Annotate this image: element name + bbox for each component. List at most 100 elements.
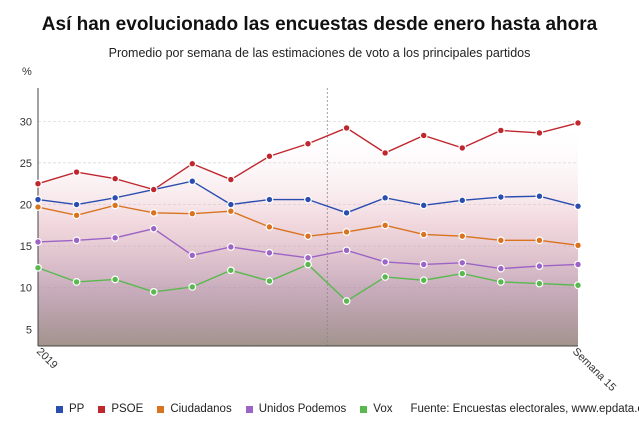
y-axis-label: % bbox=[22, 66, 32, 78]
data-point-vox[interactable] bbox=[34, 263, 42, 272]
legend-item-vox[interactable]: Vox bbox=[360, 403, 392, 415]
data-point-ciudadanos[interactable] bbox=[342, 228, 351, 236]
data-point-vox[interactable] bbox=[188, 283, 197, 291]
y-tick-label: 25 bbox=[20, 158, 32, 170]
data-point-vox[interactable] bbox=[535, 279, 544, 288]
data-point-ciudadanos[interactable] bbox=[226, 207, 235, 216]
data-point-vox[interactable] bbox=[226, 266, 235, 275]
data-point-ciudadanos[interactable] bbox=[72, 211, 81, 220]
data-point-pp[interactable] bbox=[381, 193, 390, 202]
legend-label-vox: Vox bbox=[373, 403, 393, 415]
data-point-unidos-podemos[interactable] bbox=[188, 251, 197, 260]
data-point-psoe[interactable] bbox=[574, 119, 582, 127]
data-point-psoe[interactable] bbox=[149, 185, 158, 194]
data-point-vox[interactable] bbox=[265, 277, 274, 285]
data-point-psoe[interactable] bbox=[34, 179, 42, 188]
data-point-ciudadanos[interactable] bbox=[381, 221, 390, 230]
data-point-unidos-podemos[interactable] bbox=[458, 258, 467, 267]
data-point-psoe[interactable] bbox=[111, 174, 120, 183]
data-point-ciudadanos[interactable] bbox=[34, 203, 42, 211]
legend-label-ciudadanos: Ciudadanos bbox=[170, 403, 232, 415]
data-point-psoe[interactable] bbox=[72, 168, 81, 176]
data-point-pp[interactable] bbox=[111, 193, 120, 202]
data-point-pp[interactable] bbox=[342, 208, 351, 217]
data-point-psoe[interactable] bbox=[458, 144, 467, 152]
legend-label-unidos-podemos: Unidos Podemos bbox=[258, 403, 347, 415]
data-point-unidos-podemos[interactable] bbox=[34, 238, 42, 246]
legend-label-psoe: PSOE bbox=[111, 403, 144, 415]
data-point-unidos-podemos[interactable] bbox=[265, 248, 274, 257]
data-point-ciudadanos[interactable] bbox=[188, 209, 197, 218]
data-point-unidos-podemos[interactable] bbox=[419, 260, 428, 269]
data-point-unidos-podemos[interactable] bbox=[111, 233, 120, 242]
data-point-psoe[interactable] bbox=[226, 175, 235, 184]
data-point-unidos-podemos[interactable] bbox=[304, 253, 312, 262]
data-point-ciudadanos[interactable] bbox=[111, 201, 120, 210]
chart-title: Así han evolucionado las encuestas desde… bbox=[41, 14, 598, 35]
data-point-psoe[interactable] bbox=[342, 124, 351, 132]
data-point-psoe[interactable] bbox=[188, 159, 197, 168]
series-points bbox=[34, 119, 582, 305]
legend-swatch-vox bbox=[360, 405, 368, 413]
data-point-unidos-podemos[interactable] bbox=[149, 224, 158, 233]
data-point-vox[interactable] bbox=[304, 260, 312, 269]
data-point-unidos-podemos[interactable] bbox=[226, 243, 235, 251]
x-tick-labels: 2019 Semana 15 bbox=[34, 346, 618, 394]
data-point-psoe[interactable] bbox=[535, 129, 544, 137]
data-point-vox[interactable] bbox=[574, 281, 582, 290]
data-point-vox[interactable] bbox=[72, 278, 81, 286]
data-point-pp[interactable] bbox=[419, 201, 428, 210]
data-point-ciudadanos[interactable] bbox=[265, 223, 274, 231]
data-point-psoe[interactable] bbox=[381, 149, 390, 157]
data-point-pp[interactable] bbox=[72, 200, 81, 209]
data-point-ciudadanos[interactable] bbox=[574, 241, 582, 250]
data-point-pp[interactable] bbox=[304, 195, 312, 204]
data-point-ciudadanos[interactable] bbox=[496, 236, 505, 245]
data-point-ciudadanos[interactable] bbox=[149, 208, 158, 217]
data-point-pp[interactable] bbox=[535, 192, 544, 201]
data-point-pp[interactable] bbox=[496, 193, 505, 201]
data-point-unidos-podemos[interactable] bbox=[381, 258, 390, 266]
data-point-vox[interactable] bbox=[381, 273, 390, 281]
y-tick-label: 20 bbox=[20, 200, 32, 212]
legend-label-pp: PP bbox=[69, 403, 85, 415]
data-point-unidos-podemos[interactable] bbox=[535, 262, 544, 271]
legend-swatch-ciudadanos bbox=[157, 405, 165, 413]
data-point-pp[interactable] bbox=[265, 195, 274, 204]
legend-item-ciudadanos[interactable]: Ciudadanos bbox=[157, 403, 232, 415]
data-point-psoe[interactable] bbox=[304, 139, 312, 148]
legend-item-psoe[interactable]: PSOE bbox=[98, 403, 143, 415]
y-tick-label: 5 bbox=[26, 324, 32, 336]
data-point-pp[interactable] bbox=[574, 202, 582, 211]
data-point-vox[interactable] bbox=[419, 276, 428, 285]
data-point-vox[interactable] bbox=[458, 269, 467, 278]
y-tick-labels: 5 10 15 20 25 30 bbox=[20, 116, 32, 336]
data-point-ciudadanos[interactable] bbox=[419, 230, 428, 239]
data-point-ciudadanos[interactable] bbox=[304, 232, 312, 241]
legend-item-unidos-podemos[interactable]: Unidos Podemos bbox=[245, 403, 347, 415]
data-point-vox[interactable] bbox=[342, 297, 351, 305]
data-point-unidos-podemos[interactable] bbox=[342, 246, 351, 255]
data-point-psoe[interactable] bbox=[265, 152, 274, 161]
data-point-ciudadanos[interactable] bbox=[458, 232, 467, 241]
data-point-vox[interactable] bbox=[111, 275, 120, 284]
data-point-psoe[interactable] bbox=[496, 126, 505, 135]
axes bbox=[37, 88, 578, 347]
data-point-pp[interactable] bbox=[34, 195, 42, 204]
source-note: Fuente: Encuestas electorales, www.epdat… bbox=[410, 403, 639, 415]
data-point-pp[interactable] bbox=[458, 196, 467, 205]
chart-subtitle: Promedio por semana de las estimaciones … bbox=[108, 46, 531, 60]
data-point-pp[interactable] bbox=[188, 177, 197, 186]
data-point-unidos-podemos[interactable] bbox=[574, 260, 582, 269]
y-tick-label: 10 bbox=[20, 283, 32, 295]
data-point-ciudadanos[interactable] bbox=[535, 236, 544, 245]
data-point-vox[interactable] bbox=[496, 278, 505, 286]
legend-swatch-unidos-podemos bbox=[245, 405, 253, 413]
data-point-unidos-podemos[interactable] bbox=[496, 264, 505, 273]
data-point-unidos-podemos[interactable] bbox=[72, 236, 81, 245]
data-point-vox[interactable] bbox=[149, 288, 158, 296]
data-point-pp[interactable] bbox=[226, 200, 235, 209]
data-point-psoe[interactable] bbox=[419, 131, 428, 140]
legend-item-pp[interactable]: PP bbox=[56, 403, 84, 415]
